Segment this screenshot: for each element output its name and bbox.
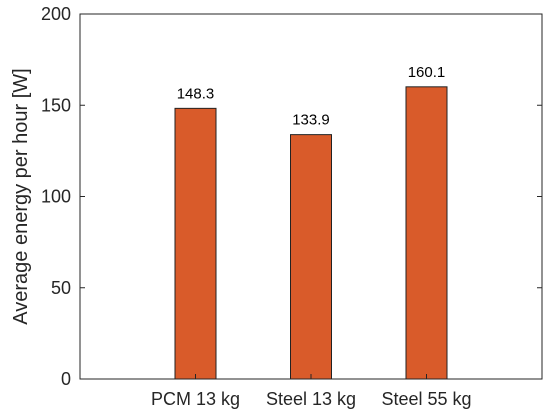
bar-value-label: 160.1 xyxy=(408,64,446,81)
x-tick-label: PCM 13 kg xyxy=(151,389,240,409)
y-tick-label: 100 xyxy=(41,187,71,207)
y-tick-label: 150 xyxy=(41,95,71,115)
bar-value-label: 148.3 xyxy=(177,85,215,102)
bar-2 xyxy=(290,134,332,380)
y-tick-label: 50 xyxy=(51,278,71,298)
bar-1 xyxy=(174,107,217,380)
x-tick-label: Steel 13 kg xyxy=(266,389,356,409)
y-axis-ticks: 0 50 100 150 200 xyxy=(41,4,542,389)
bar-3 xyxy=(405,86,448,380)
y-tick-label: 0 xyxy=(61,369,71,389)
x-tick-label: Steel 55 kg xyxy=(381,389,471,409)
bars-layer xyxy=(174,86,448,380)
x-axis-ticks: PCM 13 kg Steel 13 kg Steel 55 kg xyxy=(151,374,472,409)
y-axis-title: Average energy per hour [W] xyxy=(10,68,32,324)
data-labels-layer: 148.3 133.9 160.1 xyxy=(177,64,446,129)
y-tick-label: 200 xyxy=(41,4,71,24)
bar-value-label: 133.9 xyxy=(292,112,330,129)
